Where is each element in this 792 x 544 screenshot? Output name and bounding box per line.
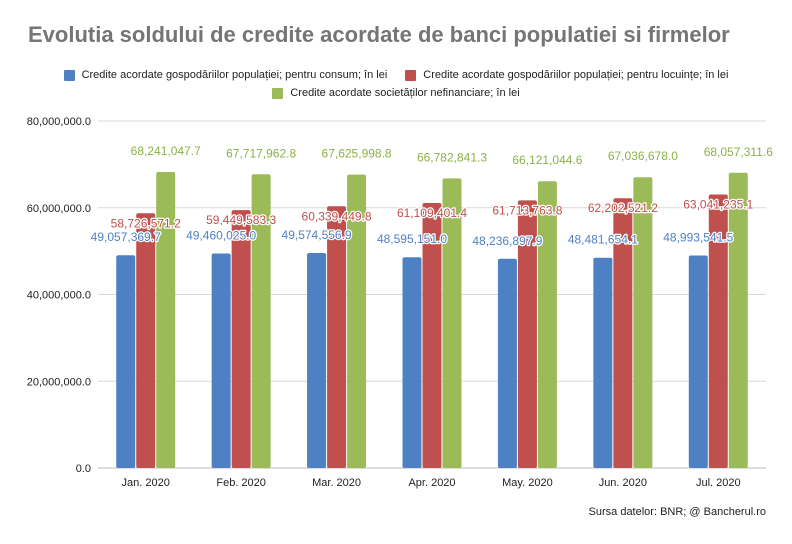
bar-consum bbox=[688, 255, 708, 468]
data-label-societati: 66,782,841.3 bbox=[417, 150, 487, 164]
data-labels: 49,057,369.7 49,460,025.0 49,574,556.9 48,5… bbox=[89, 143, 774, 249]
data-label-societati: 68,057,311.6 bbox=[704, 145, 774, 159]
x-tick-label: May. 2020 bbox=[502, 477, 553, 489]
data-label-societati: 67,625,998.8 bbox=[322, 147, 392, 161]
bar-societati bbox=[251, 174, 271, 469]
legend-row-2: Credite acordate societăților nefinancia… bbox=[0, 84, 792, 102]
legend-label-societati: Credite acordate societăților nefinancia… bbox=[290, 87, 520, 99]
x-tick-label: Apr. 2020 bbox=[408, 477, 455, 489]
bar-locuinte bbox=[708, 194, 728, 468]
y-tick-label: 20,000,000.0 bbox=[27, 376, 91, 388]
legend-label-consum: Credite acordate gospodăriilor populație… bbox=[81, 69, 388, 81]
bar-locuinte bbox=[517, 200, 537, 469]
legend-row-1: Credite acordate gospodăriilor populație… bbox=[0, 66, 792, 84]
data-label-societati: 68,241,047.7 bbox=[131, 144, 201, 158]
data-label-consum: 48,595,151.0 bbox=[377, 232, 447, 246]
bar-locuinte bbox=[422, 202, 442, 468]
data-label-locuinte: 61,109,401.4 bbox=[397, 206, 467, 220]
x-tick-label: Jul. 2020 bbox=[696, 477, 741, 489]
bar-locuinte bbox=[613, 198, 633, 468]
source-note: Sursa datelor: BNR; @ Bancherul.ro bbox=[588, 506, 766, 518]
bar-locuinte bbox=[231, 210, 251, 468]
bar-societati bbox=[537, 181, 557, 469]
bar-consum bbox=[402, 257, 422, 468]
data-label-consum: 49,460,025.0 bbox=[186, 228, 256, 242]
data-label-locuinte: 62,202,521.2 bbox=[588, 201, 658, 215]
data-label-consum: 49,057,369.7 bbox=[91, 230, 161, 244]
data-label-societati: 67,717,962.8 bbox=[226, 146, 296, 160]
data-label-locuinte: 63,041,235.1 bbox=[683, 198, 753, 212]
data-label-locuinte: 59,449,583.3 bbox=[206, 213, 276, 227]
bar-societati bbox=[633, 177, 653, 469]
data-label-societati: 67,036,678.0 bbox=[608, 149, 678, 163]
data-label-locuinte: 58,726,571.2 bbox=[111, 216, 181, 230]
chart-legend: Credite acordate gospodăriilor populație… bbox=[0, 66, 792, 102]
bar-consum bbox=[211, 253, 231, 468]
chart-title: Evolutia soldului de credite acordate de… bbox=[28, 22, 730, 47]
axes: 0.0 20,000,000.0 40,000,000.0 60,000,000.0 8… bbox=[27, 116, 741, 489]
x-tick-label: Feb. 2020 bbox=[216, 477, 266, 489]
bar-locuinte bbox=[136, 213, 156, 468]
legend-swatch-locuinte bbox=[405, 69, 417, 81]
bar-societati bbox=[728, 172, 748, 469]
legend-swatch-consum bbox=[63, 69, 75, 81]
x-tick-label: Mar. 2020 bbox=[312, 477, 361, 489]
y-tick-label: 0.0 bbox=[76, 463, 91, 475]
legend-item-societati: Credite acordate societăților nefinancia… bbox=[272, 87, 520, 99]
bar-consum bbox=[116, 255, 136, 468]
bar-consum bbox=[593, 257, 613, 468]
legend-label-locuinte: Credite acordate gospodăriilor populație… bbox=[423, 69, 729, 81]
legend-item-locuinte: Credite acordate gospodăriilor populație… bbox=[405, 69, 728, 81]
bar-societati bbox=[156, 172, 176, 468]
data-label-societati: 66,121,044.6 bbox=[512, 153, 582, 167]
bar-consum bbox=[307, 252, 327, 468]
y-tick-label: 40,000,000.0 bbox=[27, 290, 91, 302]
data-label-consum: 48,481,654.1 bbox=[568, 233, 638, 247]
legend-swatch-societati bbox=[272, 87, 284, 99]
bars bbox=[116, 172, 748, 469]
bar-locuinte bbox=[327, 206, 347, 468]
data-label-locuinte: 61,713,763.8 bbox=[492, 203, 562, 217]
x-tick-label: Jun. 2020 bbox=[599, 477, 647, 489]
bar-societati bbox=[442, 178, 462, 469]
data-label-locuinte: 60,339,449.8 bbox=[302, 209, 372, 223]
data-label-consum: 49,574,556.9 bbox=[282, 228, 352, 242]
bar-societati bbox=[347, 174, 367, 468]
y-tick-label: 80,000,000.0 bbox=[27, 116, 91, 128]
data-label-consum: 48,236,897.9 bbox=[472, 234, 542, 248]
y-tick-label: 60,000,000.0 bbox=[27, 203, 91, 215]
data-label-consum: 48,993,541.5 bbox=[663, 230, 733, 244]
legend-item-consum: Credite acordate gospodăriilor populație… bbox=[63, 69, 388, 81]
x-tick-label: Jan. 2020 bbox=[122, 477, 170, 489]
bar-consum bbox=[497, 258, 517, 468]
